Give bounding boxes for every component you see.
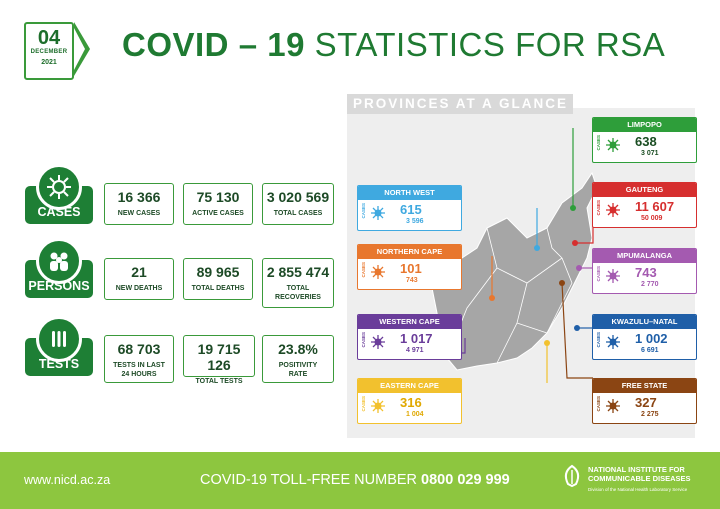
virus-icon — [606, 203, 620, 217]
toll-free-number: 0800 029 999 — [421, 472, 510, 488]
virus-icon — [606, 269, 620, 283]
stat-total-deaths: 89 965 TOTAL DEATHS — [183, 258, 253, 300]
virus-icon — [36, 164, 82, 210]
page-title: COVID – 19 STATISTICS FOR RSA — [122, 26, 666, 63]
province-free-state: FREE STATE CASES 327 2 275 — [592, 378, 697, 424]
nicd-logo-icon — [564, 464, 580, 488]
virus-icon — [371, 399, 385, 413]
people-icon — [36, 238, 82, 284]
virus-icon — [371, 335, 385, 349]
toll-free-line: COVID-19 TOLL-FREE NUMBER 0800 029 999 — [200, 472, 510, 488]
province-north-west: NORTH WEST CASES 615 3 596 — [357, 185, 462, 231]
stat-positivity-rate: 23.8% POSITIVITY RATE — [262, 335, 334, 383]
province-gauteng: GAUTENG CASES 11 607 50 009 — [592, 182, 697, 228]
stat-tests-24h: 68 703 TESTS IN LAST 24 HOURS — [104, 335, 174, 383]
stat-active-cases: 75 130 ACTIVE CASES — [183, 183, 253, 225]
province-northern-cape: NORTHERN CAPE CASES 101 743 — [357, 244, 462, 290]
tests-label: TESTS — [38, 357, 80, 371]
province-western-cape: WESTERN CAPE CASES 1 017 4 971 — [357, 314, 462, 360]
virus-icon — [371, 206, 385, 220]
virus-icon — [606, 138, 620, 152]
website-link[interactable]: www.nicd.ac.za — [24, 473, 111, 487]
provinces-title: PROVINCES AT A GLANCE — [347, 94, 573, 114]
test-tubes-icon — [36, 316, 82, 362]
province-eastern-cape: EASTERN CAPE CASES 316 1 004 — [357, 378, 462, 424]
cases-badge: CASES — [25, 164, 93, 224]
province-limpopo: LIMPOPO CASES 638 3 071 — [592, 117, 697, 163]
date-month: DECEMBER — [30, 49, 68, 55]
tests-badge: TESTS — [25, 316, 93, 376]
stat-new-deaths: 21 NEW DEATHS — [104, 258, 174, 300]
nicd-logo-text: NATIONAL INSTITUTE FOR COMMUNICABLE DISE… — [588, 465, 691, 492]
stat-total-recoveries: 2 855 474 TOTAL RECOVERIES — [262, 258, 334, 308]
stat-total-cases: 3 020 569 TOTAL CASES — [262, 183, 334, 225]
cases-label: CASES — [37, 205, 81, 219]
persons-label: PERSONS — [28, 279, 90, 293]
virus-icon — [371, 265, 385, 279]
date-day: 04 — [37, 27, 61, 49]
date-year: 2021 — [41, 59, 57, 66]
province-kwazulu-natal: KWAZULU–NATAL CASES 1 002 6 691 — [592, 314, 697, 360]
date-badge: 04 DECEMBER 2021 — [24, 22, 74, 80]
province-mpumalanga: MPUMALANGA CASES 743 2 770 — [592, 248, 697, 294]
footer-bar — [0, 452, 720, 509]
virus-icon — [606, 399, 620, 413]
stat-new-cases: 16 366 NEW CASES — [104, 183, 174, 225]
persons-badge: PERSONS — [25, 238, 93, 298]
rsa-map — [431, 128, 598, 383]
virus-icon — [606, 335, 620, 349]
stat-total-tests: 19 715 126 TOTAL TESTS — [183, 335, 255, 385]
